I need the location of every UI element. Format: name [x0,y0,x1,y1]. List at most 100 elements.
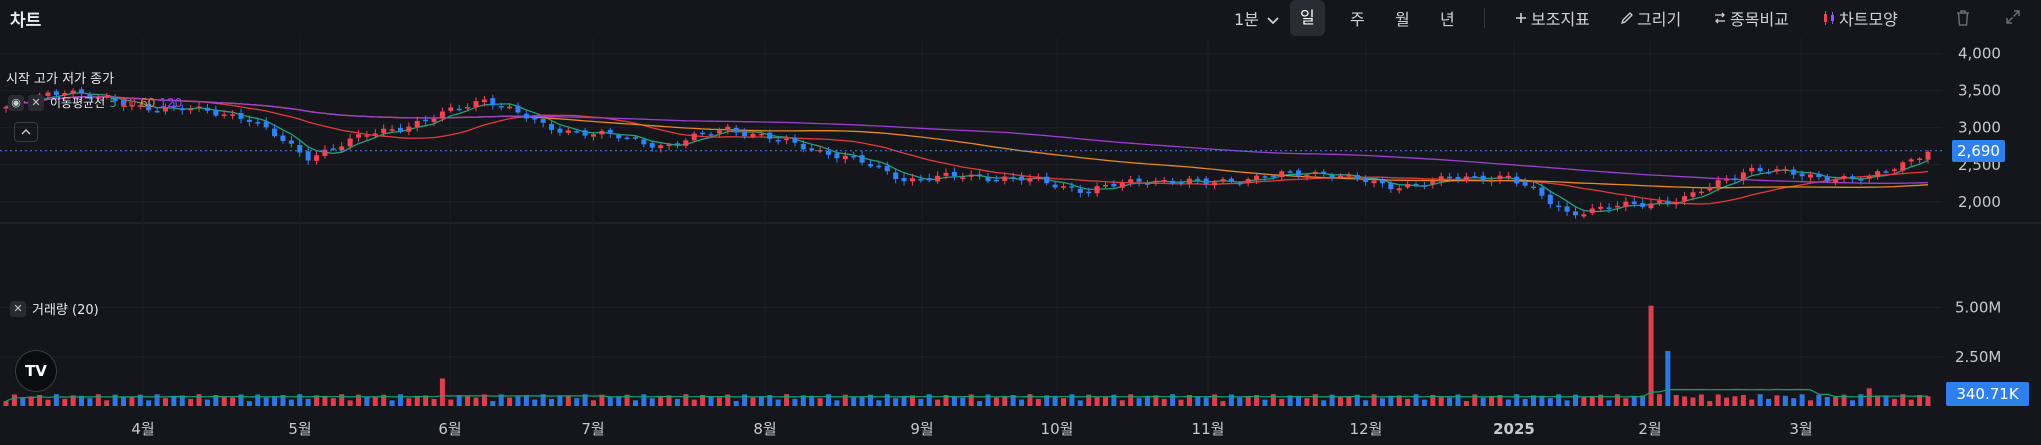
candle [515,105,521,113]
candle [507,106,513,109]
volume-bar [1371,394,1377,406]
volume-bar [28,396,34,406]
candle [154,110,160,113]
candle [347,138,353,147]
volume-bar [876,400,882,406]
candle [733,127,739,133]
volume-bar [809,395,815,406]
compare-button[interactable]: 종목비교 [1713,6,1789,30]
candle [1153,180,1159,183]
volume-bar [1270,394,1276,406]
volume-bar [649,398,655,406]
volume-bar [1665,350,1671,406]
candle [674,143,680,145]
volume-bar [1715,394,1721,406]
volume-bar [599,394,605,406]
indicator-button[interactable]: 보조지표 [1514,6,1590,30]
interval-dropdown[interactable]: 1분 [1234,6,1280,30]
candle [1161,179,1167,182]
volume-bar [1178,399,1184,406]
tab-month[interactable]: 월 [1395,10,1410,29]
tradingview-logo[interactable]: TV [15,350,57,392]
volume-bar [406,398,412,406]
candle [1833,179,1839,183]
volume-bar [1522,398,1528,406]
candle [1111,183,1117,187]
tab-day[interactable]: 일 [1290,0,1325,36]
candle [95,97,101,99]
volume-bar [1069,394,1075,406]
candle [691,133,697,141]
candle [45,92,51,96]
candle [414,120,420,128]
candle [104,95,110,98]
volume-bar [372,396,378,406]
expand-icon[interactable] [2005,9,2021,25]
volume-bar [1170,394,1176,406]
volume-bar [1690,397,1696,406]
candle [1296,170,1302,176]
candle [1396,188,1402,191]
volume-bar [1866,388,1872,406]
candle [1052,184,1058,188]
candle [1614,205,1620,208]
candle [1363,177,1369,183]
volume-bar [3,401,9,406]
volume-bar [1807,400,1814,406]
candle [112,97,118,102]
trash-icon[interactable] [1955,9,1971,27]
x-axis-label: 11월 [1192,420,1225,438]
close-icon[interactable]: ✕ [28,94,44,111]
volume-bar [1589,396,1595,406]
volume-bar [1262,399,1268,406]
chart-toolbar: 차트 1분 일 주 월 년 보조지표 그리기 종목비교 차트모양 [0,0,2041,38]
candle [607,129,613,134]
volume-bar [1077,400,1083,406]
volume-bar [339,394,345,406]
volume-bar [1254,395,1260,406]
candle [1556,205,1562,208]
candle [3,107,9,109]
candle [70,90,76,94]
volume-bar [1799,394,1805,406]
volume-bar [1463,401,1469,406]
volume-bar [1447,397,1453,406]
x-axis-label: 3월 [1789,420,1812,438]
tab-week[interactable]: 주 [1350,10,1365,29]
volume-bar [1329,394,1335,406]
tab-year[interactable]: 년 [1440,10,1455,29]
volume-bar [1144,395,1150,406]
chart-style-button[interactable]: 차트모양 [1822,6,1898,30]
candle [1715,180,1721,189]
volume-bar [1875,395,1881,406]
volume-bar [1564,400,1570,406]
volume-bar [1740,395,1746,406]
candle [1757,167,1763,172]
volume-bar [1094,396,1100,406]
candle [439,111,445,119]
volume-bar [1673,394,1679,406]
volume-bar [1572,394,1579,406]
candle [1203,178,1209,185]
volume-bar [1405,398,1411,406]
candle [305,151,311,161]
volume-bar [867,394,873,406]
draw-button[interactable]: 그리기 [1620,6,1681,30]
candle [1665,200,1671,204]
volume-bar [960,397,966,406]
candle [700,132,706,135]
collapse-legend-button[interactable] [14,122,38,142]
volume-tick-label: 2.50M [1955,348,2001,366]
candle [1279,171,1285,178]
candle [1035,177,1041,180]
candle [1489,180,1495,182]
volume-bar [1531,395,1537,406]
volume-bar [574,398,580,406]
visibility-icon[interactable]: ◉ [8,94,24,111]
candle [1606,207,1612,209]
candle [213,109,219,116]
close-icon[interactable]: ✕ [10,300,26,317]
candle [1849,176,1855,179]
volume-bar [1598,394,1604,406]
